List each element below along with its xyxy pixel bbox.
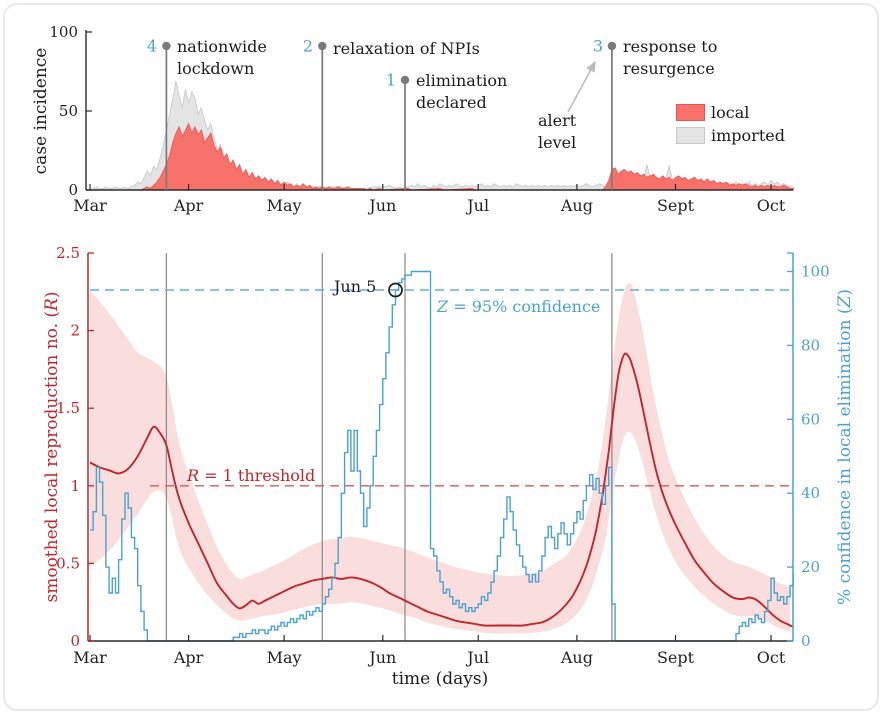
left-y-tick-label: 0 [70, 632, 80, 650]
bottom-month-label: Mar [73, 648, 107, 667]
top-y-tick-label: 0 [68, 181, 78, 199]
local-cases-area [90, 122, 794, 191]
legend-item-imported: imported [676, 125, 785, 145]
bottom-month-label: Jun [367, 648, 396, 667]
r-credible-band [90, 282, 791, 634]
top-month-label: Apr [173, 196, 204, 215]
top-y-tick-label: 50 [59, 102, 78, 120]
event-1-label: elimination declared [416, 71, 508, 112]
event-4-dot [162, 41, 171, 51]
jun5-annotation-label: Jun 5 [334, 277, 377, 296]
bottom-month-label: Oct [757, 648, 786, 667]
event-1-dot [400, 75, 410, 85]
right-y-tick-label: 40 [801, 484, 820, 502]
event-3-number: 3 [592, 36, 603, 56]
z-threshold-label: Z = 95% confidence [437, 297, 601, 316]
top-month-label: Jul [465, 196, 489, 215]
bottom-month-label: Sept [657, 648, 695, 667]
bottom-month-label: Jul [465, 648, 489, 667]
legend-imported-label: imported [711, 125, 785, 145]
right-y-tick-label: 100 [801, 263, 830, 281]
r-curve [89, 352, 794, 628]
legend-item-local: local [676, 102, 785, 122]
left-y-tick-label: 1 [70, 477, 80, 495]
imported-swatch [676, 126, 705, 144]
local-swatch [676, 103, 705, 121]
legend-local-label: local [711, 102, 750, 122]
bottom-month-label: May [267, 648, 302, 667]
top-y-tick-label: 100 [49, 23, 78, 41]
event-3-dot [607, 41, 617, 51]
right-y-tick-label: 80 [801, 336, 820, 354]
top-month-label: Sept [657, 196, 695, 215]
legend: local imported [676, 102, 785, 150]
event-1-number: 1 [385, 70, 396, 90]
left-y-tick-label: 2 [70, 322, 80, 340]
event-2-number: 2 [302, 36, 313, 56]
top-month-label: Mar [73, 196, 107, 215]
event-3-label: response to resurgence [623, 37, 718, 78]
event-2-dot [318, 41, 327, 51]
event-2-label: relaxation of NPIs [333, 39, 480, 58]
event-4-label: nationwide lockdown [177, 37, 267, 78]
bottom-month-label: Apr [173, 648, 204, 667]
right-y-tick-label: 20 [801, 558, 820, 576]
bottom-month-label: Aug [560, 648, 593, 667]
top-y-axis-title: case incidence [31, 47, 51, 175]
alert-level-arrow [567, 60, 596, 113]
left-y-tick-label: 0.5 [56, 554, 80, 572]
jun5-marker [388, 282, 403, 298]
alert-level-label: alert level [538, 111, 577, 152]
right-y-tick-label: 60 [801, 410, 820, 428]
right-y-axis-title: % confidence in local elimination (Z) [835, 289, 855, 605]
top-month-label: Jun [367, 196, 396, 215]
left-y-axis-title: smoothed local reproduction no. (R) [42, 291, 62, 603]
x-axis-title: time (days) [391, 669, 489, 689]
right-y-tick-label: 0 [801, 632, 811, 650]
event-4-number: 4 [146, 36, 157, 56]
r-threshold-label: R = 1 threshold [187, 466, 316, 485]
left-y-tick-label: 2.5 [56, 244, 80, 262]
top-month-label: May [267, 196, 302, 215]
top-month-label: Aug [560, 196, 593, 215]
top-month-label: Oct [757, 196, 786, 215]
z-curve [90, 270, 794, 642]
left-y-tick-label: 1.5 [56, 399, 80, 417]
